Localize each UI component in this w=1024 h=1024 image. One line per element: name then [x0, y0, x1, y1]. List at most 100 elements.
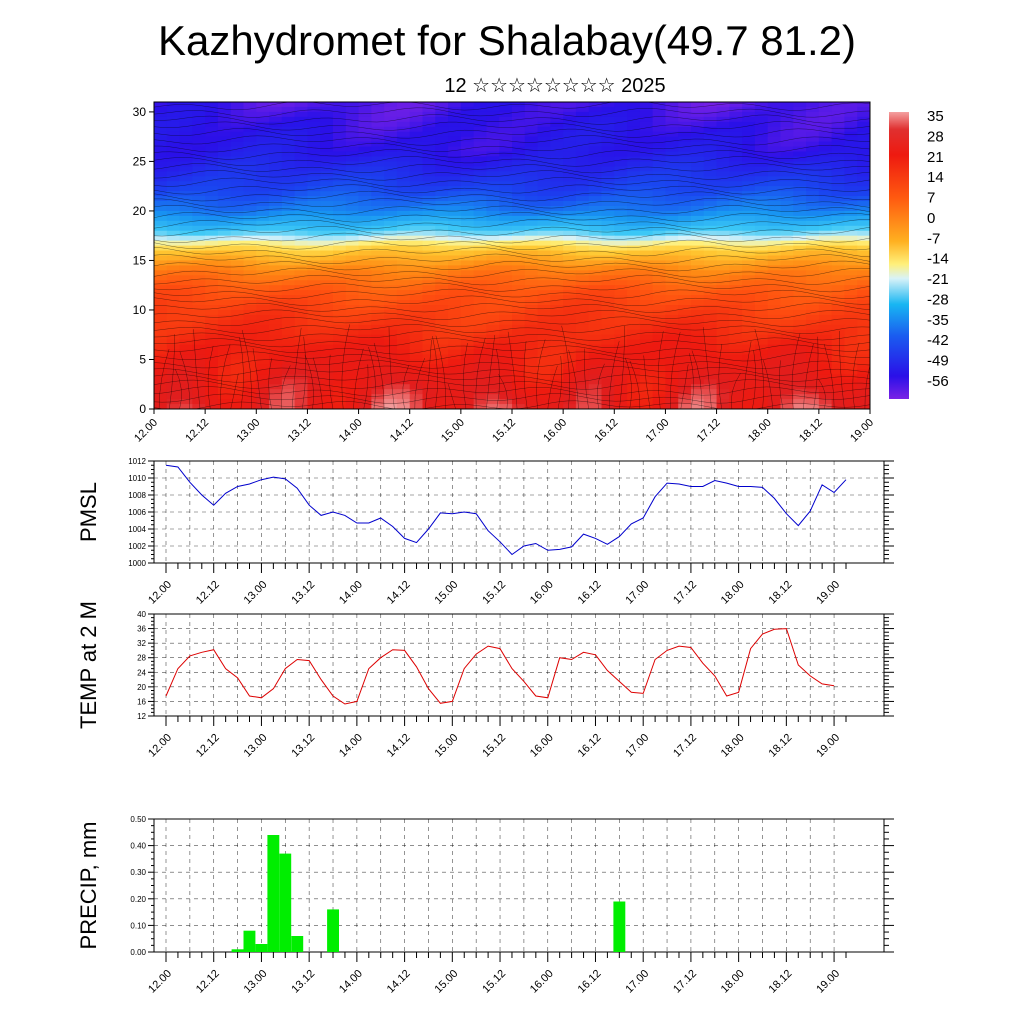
heatmap-cell [409, 270, 424, 276]
heatmap-cell [512, 181, 526, 187]
heatmap-cell [473, 191, 488, 197]
heatmap-cell [307, 275, 321, 281]
heatmap-cell [243, 339, 257, 346]
heatmap-cell [767, 141, 782, 148]
heatmap-cell [729, 102, 743, 108]
heatmap-cell [269, 319, 283, 326]
heatmap-cell [652, 339, 667, 346]
heatmap-cell [857, 334, 870, 341]
heatmap-cell [396, 275, 411, 281]
heatmap-cell [703, 275, 718, 281]
heatmap-cell [269, 161, 283, 167]
wind-line [154, 253, 870, 265]
heatmap-cell [716, 270, 730, 276]
heatmap-cell [537, 300, 551, 306]
heatmap-cell [486, 349, 500, 356]
heatmap-cell [205, 176, 219, 182]
heatmap-cell [460, 359, 475, 366]
heatmap-cell [691, 265, 705, 271]
heatmap-cell [754, 285, 769, 291]
heatmap-cell [384, 240, 398, 247]
heatmap-cell [435, 265, 449, 271]
wind-line [763, 360, 774, 409]
heatmap-cell [793, 309, 807, 316]
heatmap-cell [422, 275, 436, 281]
heatmap-cell [320, 166, 334, 172]
heatmap-cell [217, 285, 232, 291]
heatmap-cell [665, 324, 679, 331]
heatmap-cell [371, 275, 385, 281]
heatmap-cell [396, 161, 411, 167]
x-tick-label: 14.00 [337, 417, 365, 445]
heatmap-cell [396, 176, 411, 182]
heatmap-cell [217, 141, 232, 148]
heatmap-cell [754, 116, 769, 123]
heatmap-cell [831, 181, 846, 187]
heatmap-cell [217, 354, 232, 361]
heatmap-cell [358, 220, 372, 227]
heatmap-cell [563, 191, 577, 197]
heatmap-cell [818, 334, 833, 341]
heatmap-cell [729, 280, 743, 286]
heatmap-cell [614, 300, 628, 306]
heatmap-cell [588, 220, 603, 227]
heatmap-cell [588, 305, 603, 311]
heatmap-cell [205, 349, 219, 356]
heatmap-cell [627, 384, 641, 390]
heatmap-cell [806, 131, 820, 138]
wind-line [154, 177, 870, 188]
y-tick-label: 1008 [128, 491, 146, 500]
heatmap-cell [767, 319, 782, 326]
heatmap-cell [384, 344, 398, 351]
heatmap-cell [716, 111, 730, 118]
heatmap-cell [703, 399, 718, 405]
heatmap-cell [307, 215, 321, 222]
heatmap-cell [691, 235, 705, 242]
heatmap-cell [396, 270, 411, 276]
heatmap-cell [665, 240, 679, 247]
heatmap-cell [742, 389, 756, 395]
heatmap-cell [563, 210, 577, 217]
wind-line [154, 149, 870, 160]
heatmap-cell [333, 210, 347, 217]
y-axis-label: PMSL [76, 482, 101, 542]
heatmap-cell [230, 225, 245, 232]
heatmap-cell [499, 116, 513, 123]
heatmap-cell [486, 369, 500, 375]
heatmap-cell [857, 314, 870, 321]
heatmap-cell [307, 225, 321, 232]
heatmap-cell [269, 314, 283, 321]
heatmap-cell [652, 156, 667, 163]
heatmap-cell [550, 369, 564, 375]
heatmap-cell [460, 374, 475, 380]
heatmap-cell [754, 186, 769, 192]
heatmap-cell [230, 136, 245, 143]
heatmap-cell [652, 225, 667, 232]
series-line [165, 464, 847, 556]
heatmap-cell [512, 319, 526, 326]
heatmap-cell [588, 374, 603, 380]
heatmap-cell [333, 225, 347, 232]
heatmap-cell [358, 126, 372, 133]
heatmap-cell [307, 399, 321, 405]
heatmap-cell [818, 161, 833, 167]
heatmap-cell [448, 196, 462, 202]
heatmap-cell [691, 205, 705, 212]
heatmap-cell [294, 230, 309, 237]
heatmap-cell [716, 141, 730, 148]
heatmap-cell [473, 156, 488, 163]
heatmap-cell [243, 314, 257, 321]
heatmap-cell [307, 309, 321, 316]
heatmap-cell [550, 161, 564, 167]
y-tick-label: 16 [137, 697, 146, 706]
heatmap-cell [435, 300, 449, 306]
heatmap-cell [192, 389, 206, 395]
heatmap-cell [422, 146, 436, 153]
heatmap-cell [243, 379, 257, 385]
heatmap-cell [294, 250, 309, 257]
heatmap-cell [652, 265, 667, 271]
heatmap-cell [333, 364, 347, 370]
heatmap-cell [716, 136, 730, 143]
heatmap-cell [665, 379, 679, 385]
heatmap-cell [588, 176, 603, 182]
